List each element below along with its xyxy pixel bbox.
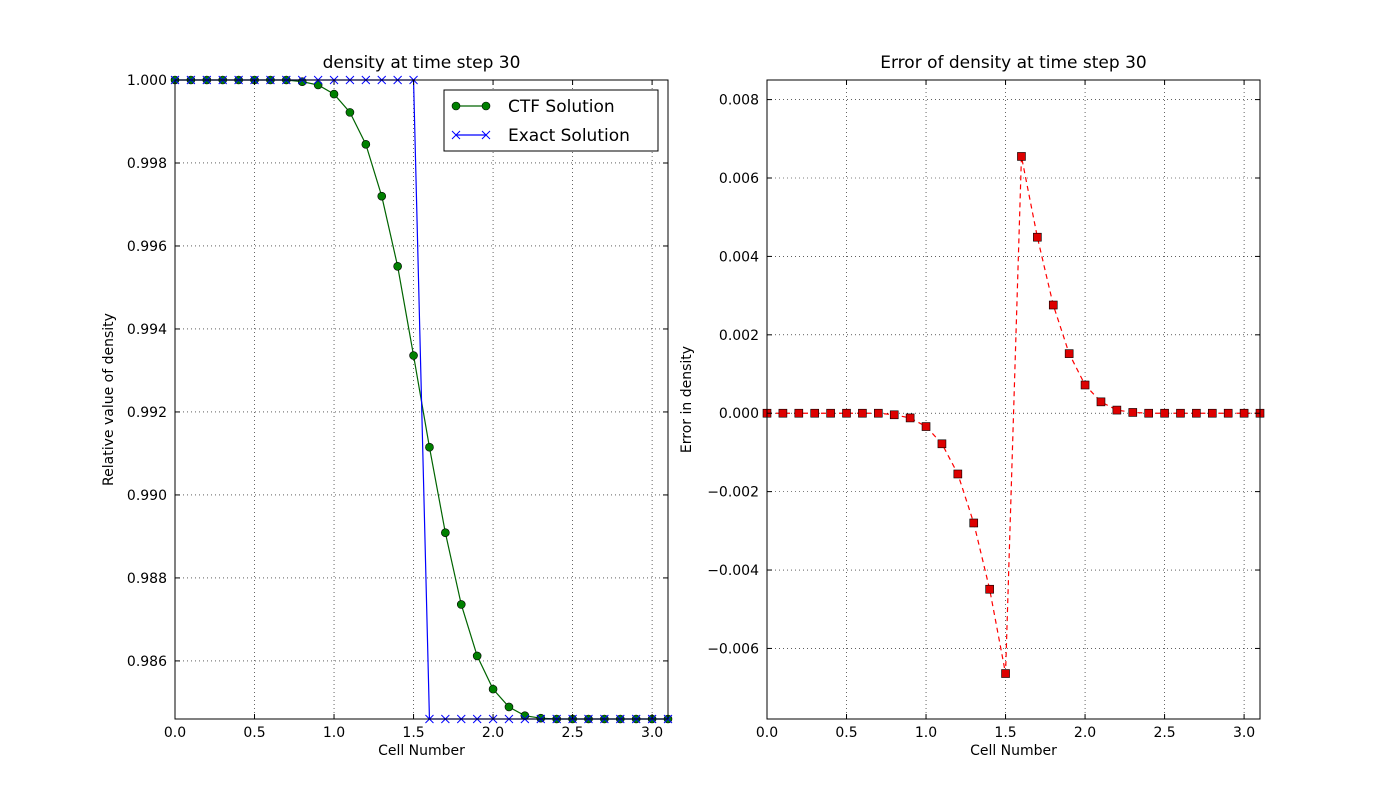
- y-tick-label: 1.000: [127, 73, 167, 89]
- data-point: [1096, 397, 1106, 407]
- error-chart-title: Error of density at time step 30: [880, 53, 1146, 73]
- data-point: [1128, 408, 1138, 417]
- data-point: [826, 408, 835, 418]
- error-axes-frame: [766, 79, 1261, 720]
- error-panel: 0.0 0.5 1.0 1.5 2.0 2.5 3.0 −0.006 −0.004 −0.002 0…: [679, 53, 1265, 759]
- data-point: [842, 408, 851, 418]
- y-tick-label: 0.000: [719, 406, 759, 422]
- data-point: [1033, 232, 1042, 242]
- data-point: [297, 77, 307, 86]
- legend-exact-marker: [481, 130, 491, 140]
- data-point: [1001, 669, 1010, 678]
- data-point: [778, 408, 788, 418]
- data-point: [393, 262, 402, 271]
- data-point: [536, 713, 546, 723]
- data-point: [329, 89, 339, 99]
- data-point: [937, 439, 947, 449]
- x-tick-label: 1.5: [994, 725, 1016, 741]
- x-tick-label: 0.0: [164, 725, 186, 741]
- y-tick-label: 0.986: [127, 654, 167, 670]
- data-point: [1017, 152, 1026, 161]
- y-tick-label: 0.990: [127, 488, 167, 504]
- legend-item-ctf: CTF Solution: [451, 97, 615, 117]
- y-tick-label: 0.006: [719, 171, 759, 187]
- data-point: [810, 408, 820, 418]
- error-y-axis-label: Error in density: [679, 346, 695, 453]
- data-point: [504, 702, 514, 712]
- x-tick-label: 2.0: [482, 725, 504, 741]
- density-ticks: 0.0 0.5 1.0 1.5 2.0 2.5 3.0 0.986 0.988 0.990 0.99…: [127, 73, 668, 741]
- data-point: [409, 351, 418, 360]
- y-tick-label: 0.994: [127, 322, 167, 338]
- y-tick-label: 0.998: [127, 156, 167, 172]
- x-tick-label: 0.5: [243, 725, 265, 741]
- y-tick-label: 0.996: [127, 239, 167, 255]
- data-point: [1207, 408, 1217, 418]
- data-point: [1064, 349, 1074, 358]
- data-point: [377, 191, 387, 201]
- data-point: [1080, 380, 1090, 390]
- data-point: [1176, 408, 1185, 418]
- density-y-axis-label: Relative value of density: [101, 313, 117, 486]
- x-tick-label: 1.0: [915, 725, 937, 741]
- data-point: [874, 408, 883, 418]
- density-x-axis-label: Cell Number: [378, 743, 465, 759]
- data-point: [361, 140, 371, 149]
- x-tick-label: 0.0: [756, 725, 778, 741]
- x-tick-label: 0.5: [835, 725, 857, 741]
- data-point: [953, 469, 963, 479]
- legend-item-exact: Exact Solution: [451, 126, 630, 146]
- legend-exact-label: Exact Solution: [508, 126, 630, 146]
- data-point: [1223, 408, 1233, 418]
- x-tick-label: 1.0: [323, 725, 345, 741]
- error-ticks: 0.0 0.5 1.0 1.5 2.0 2.5 3.0 −0.006 −0.004 −0.002 0…: [707, 80, 1260, 741]
- data-point: [425, 442, 434, 452]
- density-axes-frame: [174, 79, 669, 720]
- data-point: [1160, 408, 1169, 418]
- x-tick-label: 1.5: [402, 725, 424, 741]
- x-tick-label: 2.0: [1074, 725, 1096, 741]
- data-point: [456, 600, 466, 609]
- data-point: [794, 408, 804, 418]
- x-tick-label: 2.5: [1153, 725, 1175, 741]
- error-series: [762, 152, 1265, 678]
- y-tick-label: 0.992: [127, 405, 167, 421]
- y-tick-label: 0.002: [719, 328, 759, 344]
- data-point: [1144, 408, 1153, 418]
- data-point: [858, 408, 867, 418]
- data-point: [488, 684, 498, 694]
- legend-ctf-label: CTF Solution: [508, 97, 615, 117]
- y-tick-label: −0.002: [707, 485, 759, 501]
- data-point: [313, 80, 323, 90]
- data-point: [969, 518, 979, 528]
- density-chart-title: density at time step 30: [323, 53, 521, 73]
- density-panel: 0.0 0.5 1.0 1.5 2.0 2.5 3.0 0.986 0.988 0.990 0.99…: [101, 53, 673, 759]
- legend-ctf-marker: [481, 101, 491, 111]
- data-point: [985, 584, 994, 594]
- legend-box: [443, 89, 659, 152]
- error-x-axis-label: Cell Number: [970, 743, 1057, 759]
- data-point: [1192, 408, 1201, 418]
- legend-exact-marker: [451, 130, 461, 140]
- x-tick-label: 2.5: [561, 725, 583, 741]
- y-tick-label: 0.988: [127, 571, 167, 587]
- x-tick-label: 3.0: [641, 725, 663, 741]
- density-legend: CTF Solution Exact Solution: [443, 89, 659, 152]
- data-point: [1048, 300, 1058, 310]
- y-tick-label: −0.006: [707, 641, 759, 657]
- data-point: [472, 651, 482, 661]
- x-tick-label: 3.0: [1233, 725, 1255, 741]
- y-tick-label: 0.008: [719, 93, 759, 109]
- y-tick-label: −0.004: [707, 563, 759, 579]
- data-point: [1239, 408, 1249, 418]
- data-point: [905, 413, 915, 423]
- legend-ctf-marker: [451, 101, 461, 111]
- data-point: [921, 422, 931, 431]
- data-point: [1112, 405, 1122, 415]
- y-tick-label: 0.004: [719, 249, 759, 265]
- data-point: [889, 410, 899, 420]
- data-point: [345, 108, 355, 117]
- data-point: [441, 528, 450, 537]
